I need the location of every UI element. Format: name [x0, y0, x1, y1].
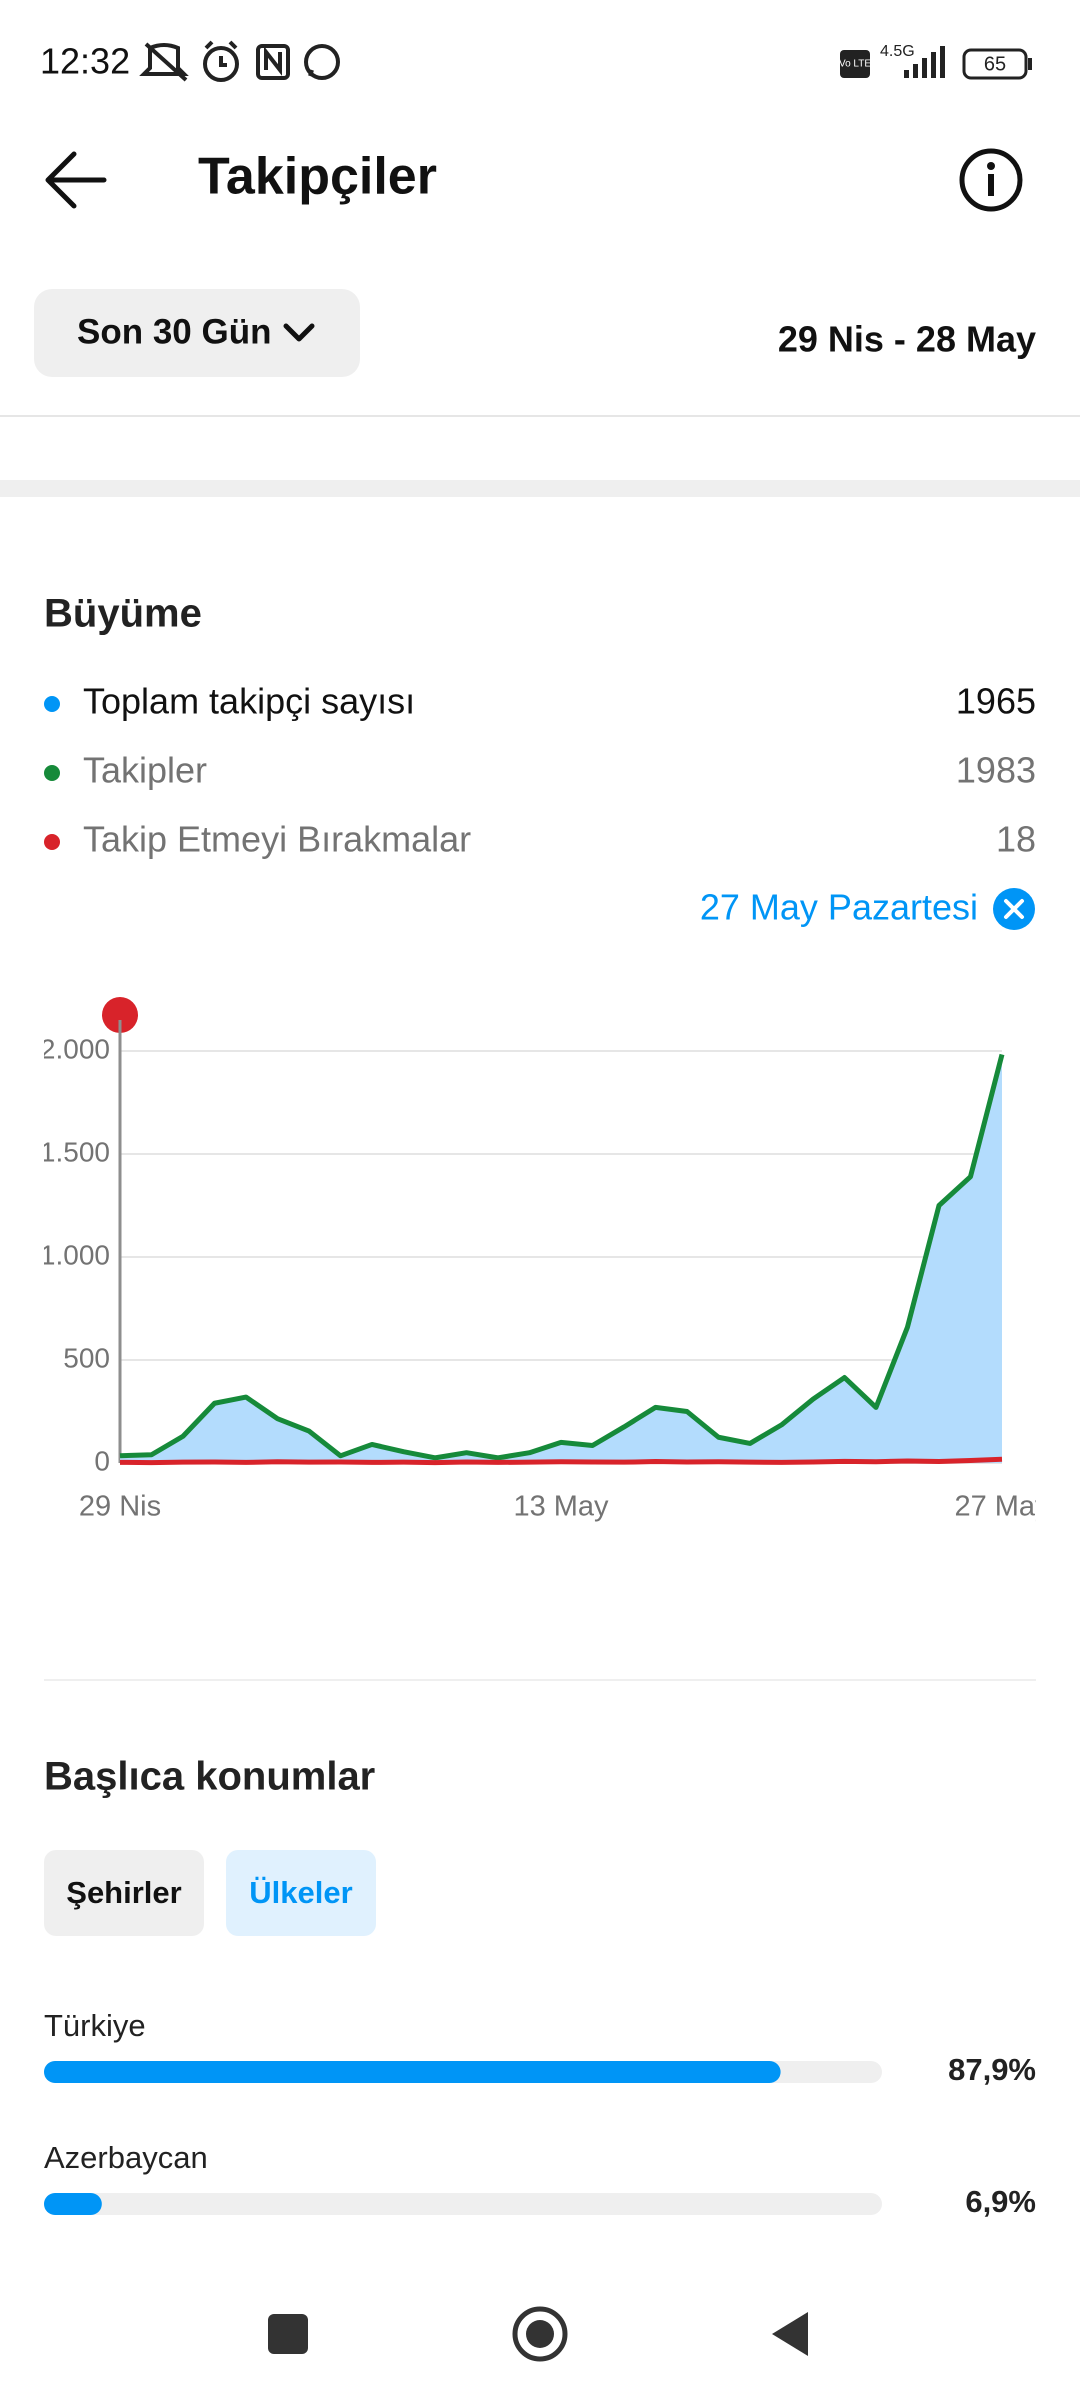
location-list: Türkiye 87,9% Azerbaycan 6,9% [44, 2008, 1036, 2219]
line [119, 1053, 1005, 1461]
location-value: 87,9% [948, 2052, 1036, 2087]
selection-marker [102, 997, 138, 1033]
tab-label: Şehirler [66, 1875, 181, 1910]
network-label: 4.5G [880, 43, 915, 60]
y-tick-label: 1.500 [40, 1136, 110, 1167]
location-value: 6,9% [965, 2184, 1036, 2219]
location-name: Azerbaycan [44, 2140, 208, 2175]
signal-icon [904, 46, 945, 78]
date-range: 29 Nis - 28 May [778, 319, 1036, 360]
legend-dot [44, 765, 60, 781]
info-button[interactable] [959, 148, 1023, 212]
volte-icon [840, 50, 870, 78]
tab-button[interactable] [226, 1850, 376, 1936]
status-time: 12:32 [40, 41, 130, 82]
tab-button[interactable] [44, 1850, 204, 1936]
section-gap [0, 480, 1080, 497]
bar-track [44, 2193, 882, 2215]
legend-label: Toplam takipçi sayısı [83, 681, 415, 722]
bar [44, 2193, 102, 2215]
recents-button[interactable] [268, 2314, 308, 2354]
chevron-icon [283, 323, 315, 342]
back-button[interactable] [45, 151, 107, 209]
y-tick-label: 0 [94, 1445, 110, 1476]
area [120, 1058, 1002, 1463]
legend-value: 18 [996, 819, 1036, 860]
y-tick-label: 1.000 [40, 1239, 110, 1270]
growth-chart: 0 500 1.000 1.500 2.000 29 Nis 13 May 27 May [40, 997, 1050, 1523]
bar [44, 2061, 781, 2083]
y-tick-label: 2.000 [40, 1033, 110, 1064]
location-name: Türkiye [44, 2008, 146, 2043]
legend-value: 1983 [956, 750, 1036, 791]
section-title: Başlıca konumlar [44, 1755, 375, 1799]
battery-tip [1028, 58, 1032, 70]
battery-icon [962, 48, 1028, 80]
period-button[interactable] [34, 289, 360, 377]
legend-dot [44, 834, 60, 850]
y-tick-label: 500 [63, 1342, 110, 1373]
legend-label: Takip Etmeyi Bırakmalar [83, 819, 471, 860]
section-title: Büyüme [44, 592, 202, 636]
x-tick-label: 29 Nis [79, 1491, 161, 1523]
line [119, 1456, 1003, 1466]
home-button[interactable] [512, 2306, 568, 2362]
legend: Toplam takipçi sayısı 1965 Takipler 1983 Tak… [44, 681, 1036, 860]
tab-label: Ülkeler [249, 1875, 352, 1910]
status-icons [139, 40, 340, 82]
legend-value: 1965 [956, 681, 1036, 722]
legend-label: Takipler [83, 750, 207, 791]
page-title: Takipçiler [198, 148, 437, 206]
divider [0, 415, 1080, 417]
x-tick-label: 13 May [513, 1491, 609, 1523]
clear-selection-button[interactable] [993, 888, 1035, 930]
battery-level: 65 [984, 53, 1006, 75]
volte-label: Vo LTE [839, 59, 871, 70]
selected-date: 27 May Pazartesi [700, 887, 978, 928]
back-nav-button[interactable] [772, 2312, 808, 2356]
x-tick-label: 27 May [954, 1491, 1050, 1523]
legend-dot [44, 696, 60, 712]
period-label: Son 30 Gün [77, 312, 271, 351]
divider [44, 1679, 1036, 1681]
